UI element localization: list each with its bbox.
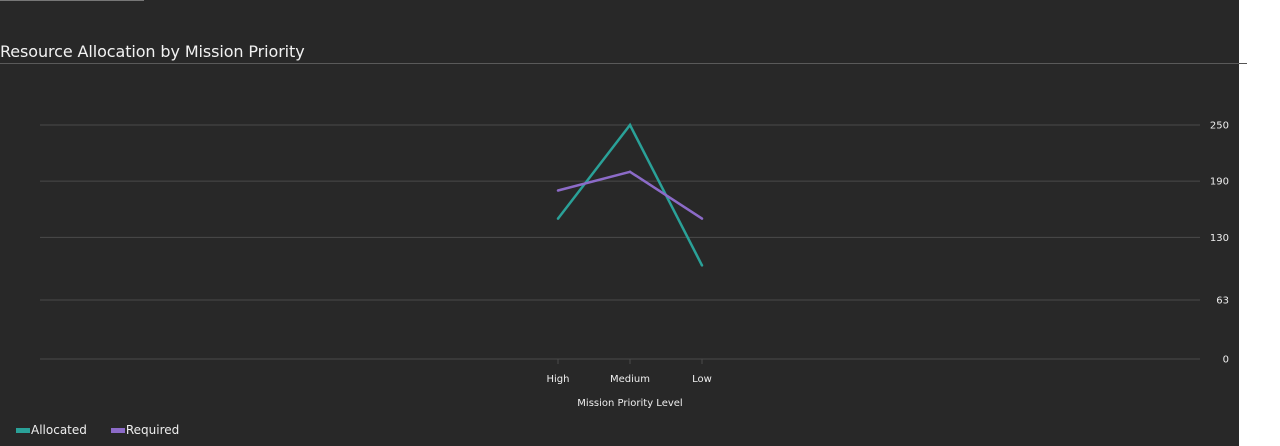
- y-tick-label-190: 190: [1210, 177, 1229, 188]
- title-divider: [0, 63, 1239, 64]
- panel-edge-tick: [1239, 63, 1247, 64]
- y-tick-label-130: 130: [1210, 233, 1229, 244]
- data-point-required-low: [700, 217, 704, 220]
- data-point-required-high: [556, 189, 560, 192]
- series-line-required: [557, 170, 703, 220]
- legend-label-allocated: Allocated: [31, 423, 87, 437]
- series-line-allocated: [557, 122, 704, 266]
- legend-swatch-allocated: [16, 427, 30, 433]
- data-point-allocated-medium: [628, 123, 632, 127]
- x-tick-label-low: Low: [692, 374, 712, 385]
- line-chart: 0 63 130 190 250 High Medium Low Mission Priorit…: [40, 121, 1229, 409]
- y-tick-label-63: 63: [1216, 296, 1229, 307]
- data-point-allocated-low: [700, 264, 704, 267]
- legend-swatch-required: [110, 427, 125, 433]
- chart-title: Resource Allocation by Mission Priority: [0, 42, 305, 61]
- legend-item-allocated[interactable]: Allocated: [16, 423, 87, 437]
- legend-label-required: Required: [125, 423, 180, 437]
- chart-panel: Resource Allocation by Mission Priority …: [0, 0, 1239, 446]
- data-point-allocated-high: [556, 217, 560, 220]
- x-axis-title: Mission Priority Level: [577, 398, 682, 409]
- x-tick-label-high: High: [547, 374, 570, 385]
- x-tick-label-medium: Medium: [610, 374, 650, 385]
- tab-indicator: [0, 0, 144, 1]
- legend-item-required[interactable]: Required: [110, 423, 180, 437]
- chart-legend: Allocated Required: [16, 423, 203, 437]
- data-point-required-medium: [628, 170, 632, 174]
- y-tick-label-250: 250: [1210, 121, 1229, 132]
- y-tick-label-0: 0: [1223, 355, 1229, 366]
